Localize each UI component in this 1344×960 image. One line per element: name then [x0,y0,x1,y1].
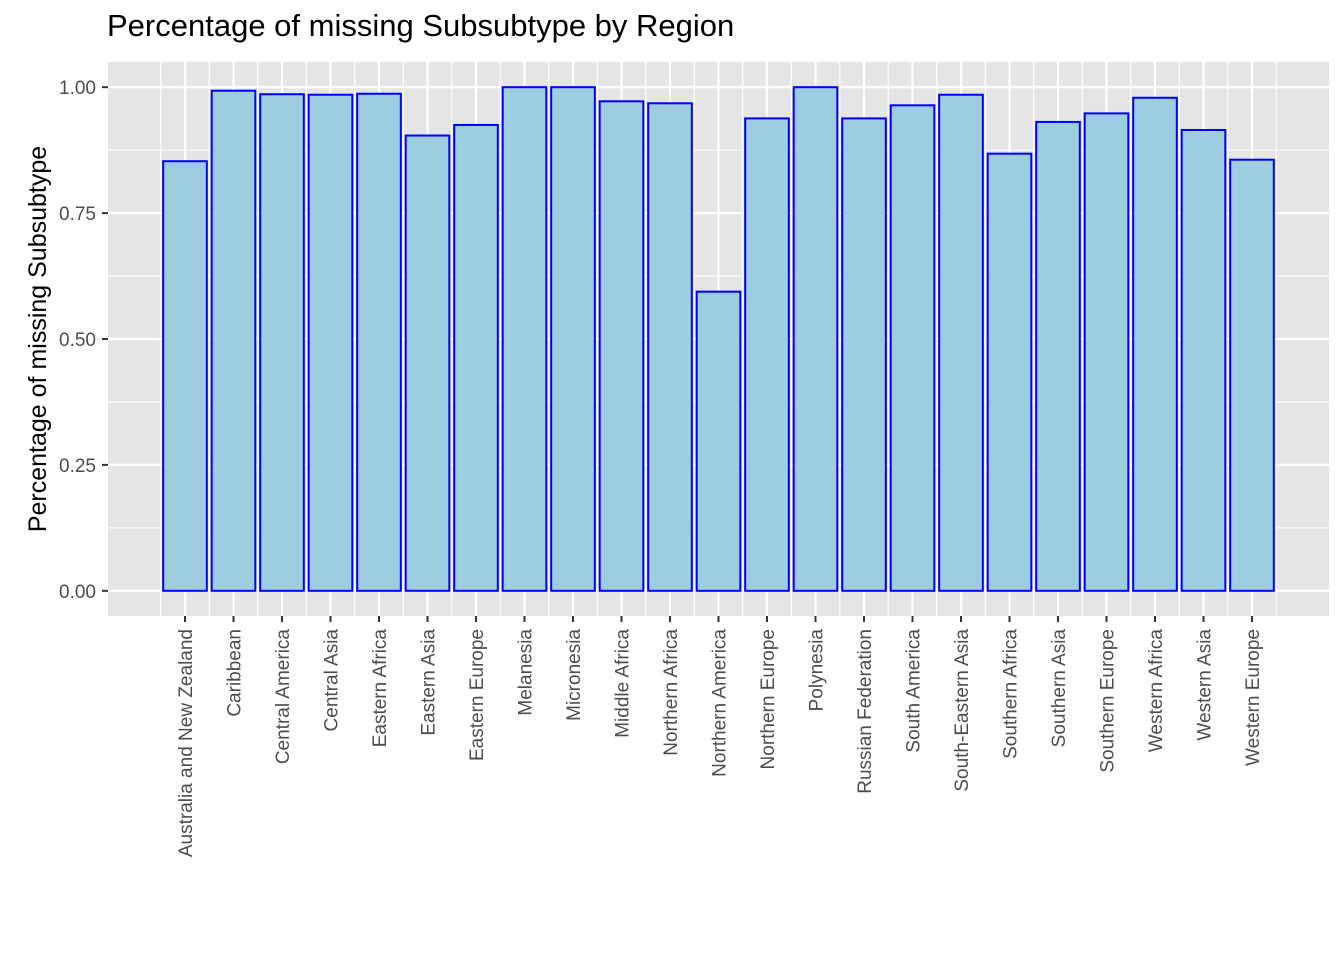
bar [307,93,354,592]
x-tick-label: Middle Africa [613,629,634,738]
bar [647,102,693,592]
y-tick-label: 0.50 [59,330,96,351]
bar [259,93,305,592]
x-tick-label: Micronesia [564,629,585,721]
x-axis: Australia and New Zealand Caribbean Centra… [176,616,1264,857]
x-tick-label: Southern Asia [1049,629,1070,748]
x-tick-label: Australia and New Zealand [176,629,197,857]
x-tick-label: Northern America [710,629,731,777]
x-tick-label: Polynesia [807,629,828,712]
x-tick-label: Russian Federation [855,629,876,794]
x-tick-label: Southern Africa [1001,629,1022,759]
bar [453,123,499,592]
bar [695,290,742,592]
x-tick-label: Eastern Europe [467,629,488,761]
bar [356,92,402,592]
x-tick-label: Western Africa [1146,629,1167,753]
y-tick-label: 1.00 [59,78,96,99]
bar [598,100,645,592]
chart-title: Percentage of missing Subsubtype by Regi… [107,8,735,43]
y-axis: 0.00 0.25 0.50 0.75 1.00 [59,78,108,603]
x-tick-label: Eastern Asia [419,629,440,736]
bar [162,160,208,592]
y-axis-label: Percentage of missing Subsubtype [24,146,52,532]
bar [744,117,790,592]
x-tick-label: South America [904,629,925,753]
x-tick-label: Western Asia [1195,629,1216,741]
x-tick-label: Northern Europe [758,629,779,769]
x-tick-label: Central America [273,629,294,765]
x-tick-label: Caribbean [225,629,246,717]
y-tick-label: 0.00 [59,582,96,603]
x-tick-label: Melanesia [516,629,537,716]
bars [162,86,1275,592]
x-tick-label: South-Eastern Asia [952,629,973,792]
bar [210,89,257,592]
x-tick-label: Southern Europe [1098,629,1119,773]
x-tick-label: Western Europe [1243,629,1264,766]
bar [792,86,839,592]
bar [404,134,451,592]
bar [986,152,1033,592]
x-tick-label: Central Asia [322,629,343,732]
bar [1035,120,1081,592]
x-tick-label: Eastern Africa [370,629,391,748]
bar [938,93,984,592]
bar [1180,128,1227,592]
bar [1083,112,1130,592]
bar [501,86,548,592]
bar [889,104,936,592]
y-tick-label: 0.75 [59,204,96,225]
bar [550,86,596,592]
bar [841,117,887,592]
y-tick-label: 0.25 [59,456,96,477]
bar [1229,158,1275,592]
bar [1132,96,1178,592]
x-tick-label: Northern Africa [661,629,682,756]
